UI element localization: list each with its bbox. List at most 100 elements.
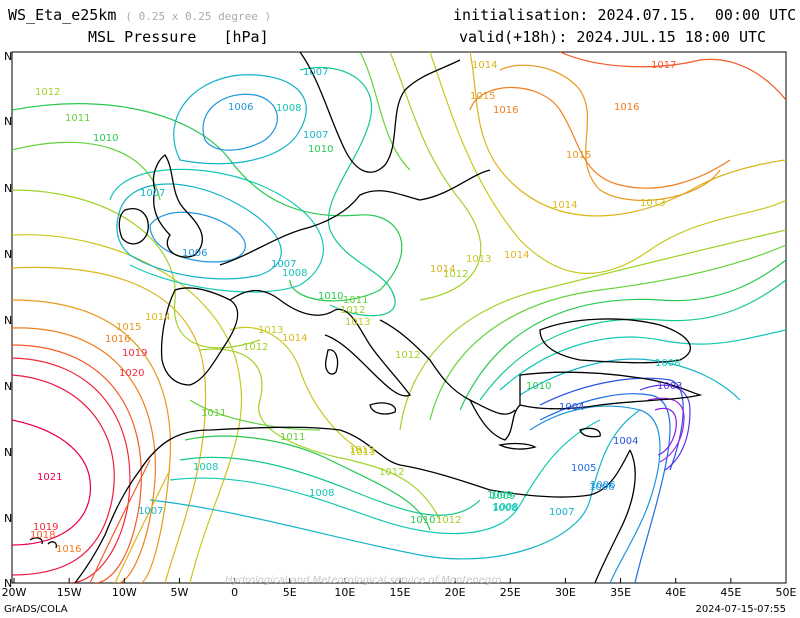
coast-sicily (369, 402, 397, 415)
coast-europe-north (219, 169, 491, 266)
isobar-1003-e (639, 384, 691, 471)
isobar-label: 1006 (228, 102, 253, 113)
isobar-label: 1011 (65, 113, 90, 124)
lat-tick-label: N (4, 50, 12, 63)
isobar-label: 1011 (280, 432, 305, 443)
coast-africa-west (74, 469, 141, 583)
contour-labels: 1012101110101007100610071008100710101014… (30, 60, 682, 555)
isobar-label: 1012 (379, 467, 404, 478)
isobar-1007-e (519, 358, 741, 401)
watermark: Hydrological and Meteorological service … (225, 575, 502, 586)
isobar-1004-e (539, 377, 684, 471)
isobars (12, 52, 786, 583)
isobar-label: 1007 (303, 67, 328, 78)
coast-uk (152, 154, 204, 258)
isobar-1006-e (529, 405, 661, 583)
isobar-label: 1012 (436, 515, 461, 526)
lat-tick-label: N (4, 446, 12, 459)
isobar-label: 1008 (493, 502, 518, 513)
isobar-label: 1010 (526, 381, 551, 392)
isobar-1015 (12, 299, 172, 583)
isobar-label: 1012 (243, 342, 268, 353)
isobar-label: 1013 (345, 317, 370, 328)
coast-crete (498, 442, 537, 450)
isobar-label: 1015 (116, 322, 141, 333)
coast-blacksea (539, 318, 692, 364)
coast-north-africa (139, 426, 631, 498)
isobar-1013 (12, 234, 243, 583)
isobar-label: 1016 (614, 102, 639, 113)
lon-tick-label: 20E (445, 586, 466, 599)
lon-tick-label: 5E (283, 586, 297, 599)
isobar-low-2 (654, 407, 677, 456)
lat-tick-label: N (4, 577, 12, 590)
isobar-label: 1004 (559, 402, 584, 413)
isobar-1018 (12, 344, 142, 583)
isobar-1012-e (399, 229, 786, 431)
isobar-1007-n (173, 74, 307, 165)
isobar-1017-s (89, 459, 151, 583)
isobar-label: 1014 (282, 333, 307, 344)
coast-sardinia (324, 349, 339, 375)
isobar-label: 1010 (318, 291, 343, 302)
isobar-label: 1014 (472, 60, 497, 71)
isobar-label: 1021 (37, 472, 62, 483)
isobar-1005-e (539, 393, 671, 583)
isobar-label: 1008 (276, 103, 301, 114)
isobar-1008-af (169, 419, 601, 535)
lon-tick-label: 10W (112, 586, 137, 599)
isobar-1010-med (184, 435, 431, 531)
isobar-label: 1016 (105, 334, 130, 345)
isobar-label: 1020 (119, 368, 144, 379)
lat-tick-label: N (4, 182, 12, 195)
lon-tick-label: 35E (610, 586, 631, 599)
isobar-label: 1007 (549, 507, 574, 518)
lat-tick-label: N (4, 380, 12, 393)
isobar-label: 1016 (56, 544, 81, 555)
isobar-label: 1008 (282, 268, 307, 279)
isobar-1011-e (429, 244, 786, 421)
lon-tick-label: 30E (555, 586, 576, 599)
isobar-1013-n (429, 52, 786, 274)
isobar-label: 1007 (140, 188, 165, 199)
latitude-ticks: N N N N N N N N N (4, 50, 12, 590)
isobar-1006-uk (149, 211, 246, 263)
isobar-1011-n (359, 52, 411, 171)
isobar-1012-w (12, 189, 261, 349)
coast-turkey (519, 371, 703, 410)
lon-tick-label: 25E (500, 586, 521, 599)
isobar-label: 1006 (590, 480, 615, 491)
isobar-1013-med (229, 326, 361, 451)
isobar-1006-n (202, 93, 278, 151)
isobar-label: 1014 (430, 264, 455, 275)
isobar-label: 1005 (571, 463, 596, 474)
lon-tick-label: 45E (720, 586, 741, 599)
isobar-1007-uk (116, 183, 282, 280)
coast-iberia (160, 287, 239, 386)
isobar-label: 1012 (443, 269, 468, 280)
isobar-1017-n (559, 52, 786, 101)
isobar-label: 1008 (492, 503, 517, 514)
isobar-label: 1016 (493, 105, 518, 116)
isobar-label: 1010 (93, 133, 118, 144)
isobar-label: 1013 (640, 198, 665, 209)
isobar-label: 1004 (613, 436, 638, 447)
isobar-label: 1008 (193, 462, 218, 473)
isobar-label: 1015 (470, 91, 495, 102)
isobar-label: 1015 (566, 150, 591, 161)
isobar-label: 1008 (309, 488, 334, 499)
isobar-label: 1017 (651, 60, 676, 71)
isobar-label: 1007 (271, 259, 296, 270)
coast-canaries (29, 537, 58, 549)
isobar-label: 1011 (201, 408, 226, 419)
coastlines (29, 52, 703, 583)
coast-adriatic-balkans (379, 319, 516, 415)
lon-tick-label: 5W (170, 586, 188, 599)
isobar-1007-af (149, 409, 641, 560)
longitude-ticks: 20W 15W 10W 5W 0 5E 10E 15E 20E 25E 30E 35E 40E 45E 50… (2, 578, 797, 599)
isobar-label: 1008 (655, 358, 680, 369)
isobar-label: 1012 (340, 305, 365, 316)
isobar-label: 1013 (258, 325, 283, 336)
isobar-1010-w (12, 103, 403, 302)
isobar-1012-med (199, 348, 441, 521)
